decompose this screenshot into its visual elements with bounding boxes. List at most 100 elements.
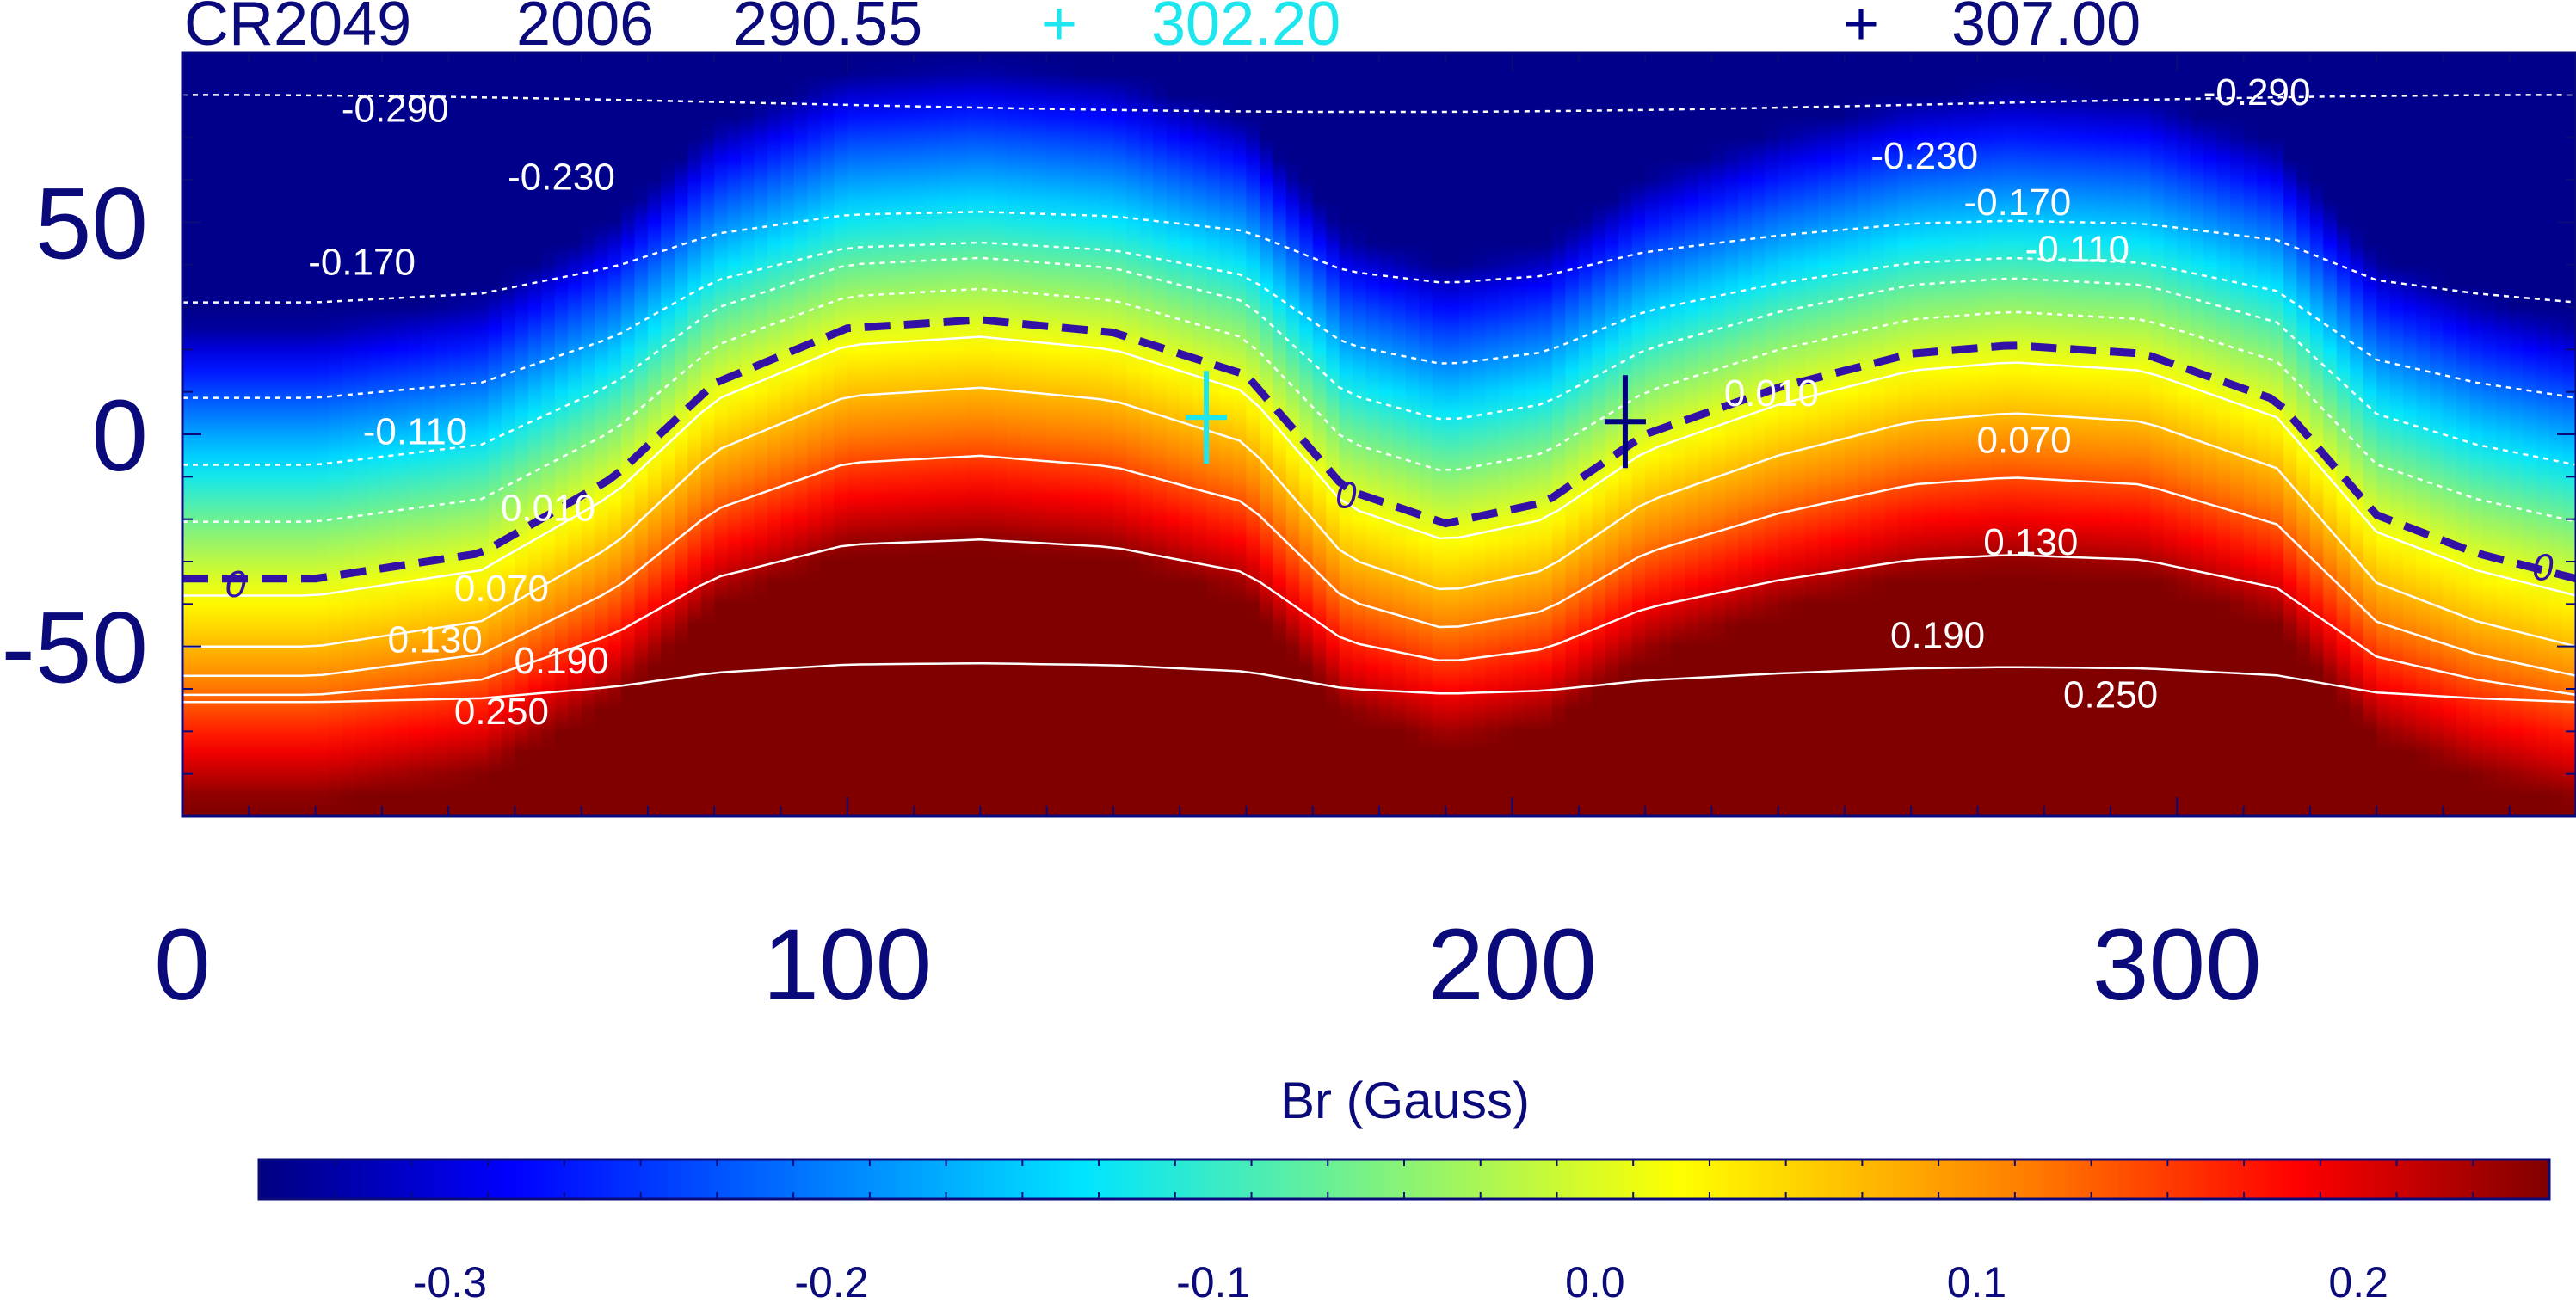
field-column xyxy=(2137,52,2152,816)
field-column xyxy=(2403,52,2418,816)
field-column xyxy=(1405,52,1420,816)
contour-label: 0.010 xyxy=(501,487,595,529)
carrington-label: CR2049 xyxy=(184,0,411,58)
field-column xyxy=(1285,52,1301,816)
contour-line xyxy=(182,256,2576,466)
field-column xyxy=(2350,52,2364,816)
field-column xyxy=(1938,52,1952,816)
contour-line xyxy=(182,538,2576,697)
field-column xyxy=(1458,52,1474,816)
contour-label: 0.130 xyxy=(388,618,483,661)
contour-line xyxy=(182,386,2576,648)
contour-line xyxy=(182,454,2576,677)
field-column xyxy=(2496,52,2511,816)
field-column xyxy=(1180,52,1194,816)
field-column xyxy=(860,52,875,816)
field-column xyxy=(966,52,982,816)
field-column xyxy=(634,52,649,816)
field-column xyxy=(607,52,623,816)
field-column xyxy=(2443,52,2457,816)
field-column xyxy=(1818,52,1833,816)
field-column xyxy=(1087,52,1101,816)
field-column xyxy=(1551,52,1567,816)
field-column xyxy=(1432,52,1447,816)
field-column xyxy=(727,52,743,816)
field-column xyxy=(914,52,928,816)
header-value-3: 307.00 xyxy=(1951,0,2141,58)
field-column xyxy=(2309,52,2325,816)
year-label: 2006 xyxy=(516,0,654,58)
field-column xyxy=(834,52,848,816)
field-column xyxy=(1765,52,1779,816)
field-column xyxy=(2389,52,2405,816)
field-column xyxy=(2163,52,2179,816)
x-tick-label: 100 xyxy=(762,908,932,1022)
field-column xyxy=(2416,52,2431,816)
x-tick-label: 0 xyxy=(154,908,211,1022)
field-column xyxy=(2017,52,2032,816)
field-column xyxy=(2057,52,2072,816)
axis-tick-labels: 0 100 200 300 50 0 -50 xyxy=(1,167,2261,1022)
field-column xyxy=(288,52,304,816)
contour-label: 0.010 xyxy=(1724,372,1819,415)
field-column xyxy=(1631,52,1647,816)
field-column xyxy=(1950,52,1966,816)
field-column xyxy=(2243,52,2259,816)
markers xyxy=(1186,371,1646,469)
field-column xyxy=(2084,52,2098,816)
field-column xyxy=(927,52,941,816)
field-column xyxy=(2509,52,2524,816)
axis-ticks xyxy=(182,52,2576,816)
contour-line xyxy=(182,94,2576,114)
contour-line xyxy=(182,287,2576,523)
field-column xyxy=(501,52,516,816)
field-column xyxy=(1206,52,1221,816)
contour-line xyxy=(182,335,2576,597)
colorbar-tick-label: -0.1 xyxy=(1176,1258,1250,1303)
field-column xyxy=(354,52,370,816)
field-column xyxy=(1924,52,1939,816)
field-column xyxy=(1724,52,1740,816)
field-column xyxy=(2536,52,2551,816)
field-column xyxy=(475,52,490,816)
field-column xyxy=(1778,52,1793,816)
field-column xyxy=(595,52,609,816)
field-column xyxy=(1033,52,1048,816)
colorbar-tick-label: 0.1 xyxy=(1947,1258,2007,1303)
contour-label: 0.070 xyxy=(1977,420,2072,462)
field-column xyxy=(2097,52,2112,816)
field-column xyxy=(1192,52,1208,816)
field-column xyxy=(2469,52,2484,816)
field-column xyxy=(1073,52,1088,816)
colorbar-ticks: -0.3 -0.2 -0.1 0.0 0.1 0.2 xyxy=(258,1159,2550,1303)
field-column xyxy=(315,52,330,816)
field-column xyxy=(195,52,210,816)
field-column xyxy=(1485,52,1501,816)
field-column xyxy=(302,52,317,816)
zero-line-label: 0 xyxy=(225,563,247,605)
field-column xyxy=(767,52,782,816)
field-column xyxy=(249,52,263,816)
contour-label: 0.250 xyxy=(454,691,549,733)
field-column xyxy=(754,52,769,816)
field-column xyxy=(395,52,410,816)
field-column xyxy=(953,52,968,816)
field-column xyxy=(621,52,636,816)
field-column xyxy=(1219,52,1234,816)
field-column xyxy=(1991,52,2006,816)
field-column xyxy=(1153,52,1168,816)
field-column xyxy=(2549,52,2564,816)
field-column xyxy=(488,52,502,816)
field-column xyxy=(1100,52,1114,816)
field-column xyxy=(1273,52,1287,816)
colorbar-tick-label: 0.0 xyxy=(1565,1258,1625,1303)
field-column xyxy=(741,52,755,816)
contour-label: 0.190 xyxy=(514,640,608,682)
header-navy-marker: + xyxy=(1843,0,1879,58)
field-column xyxy=(1312,52,1328,816)
contour-line xyxy=(182,241,2576,399)
field-column xyxy=(1365,52,1380,816)
x-tick-label: 200 xyxy=(1427,908,1597,1022)
marker-cross xyxy=(1604,375,1646,469)
colorbar-tick-label: -0.2 xyxy=(794,1258,868,1303)
